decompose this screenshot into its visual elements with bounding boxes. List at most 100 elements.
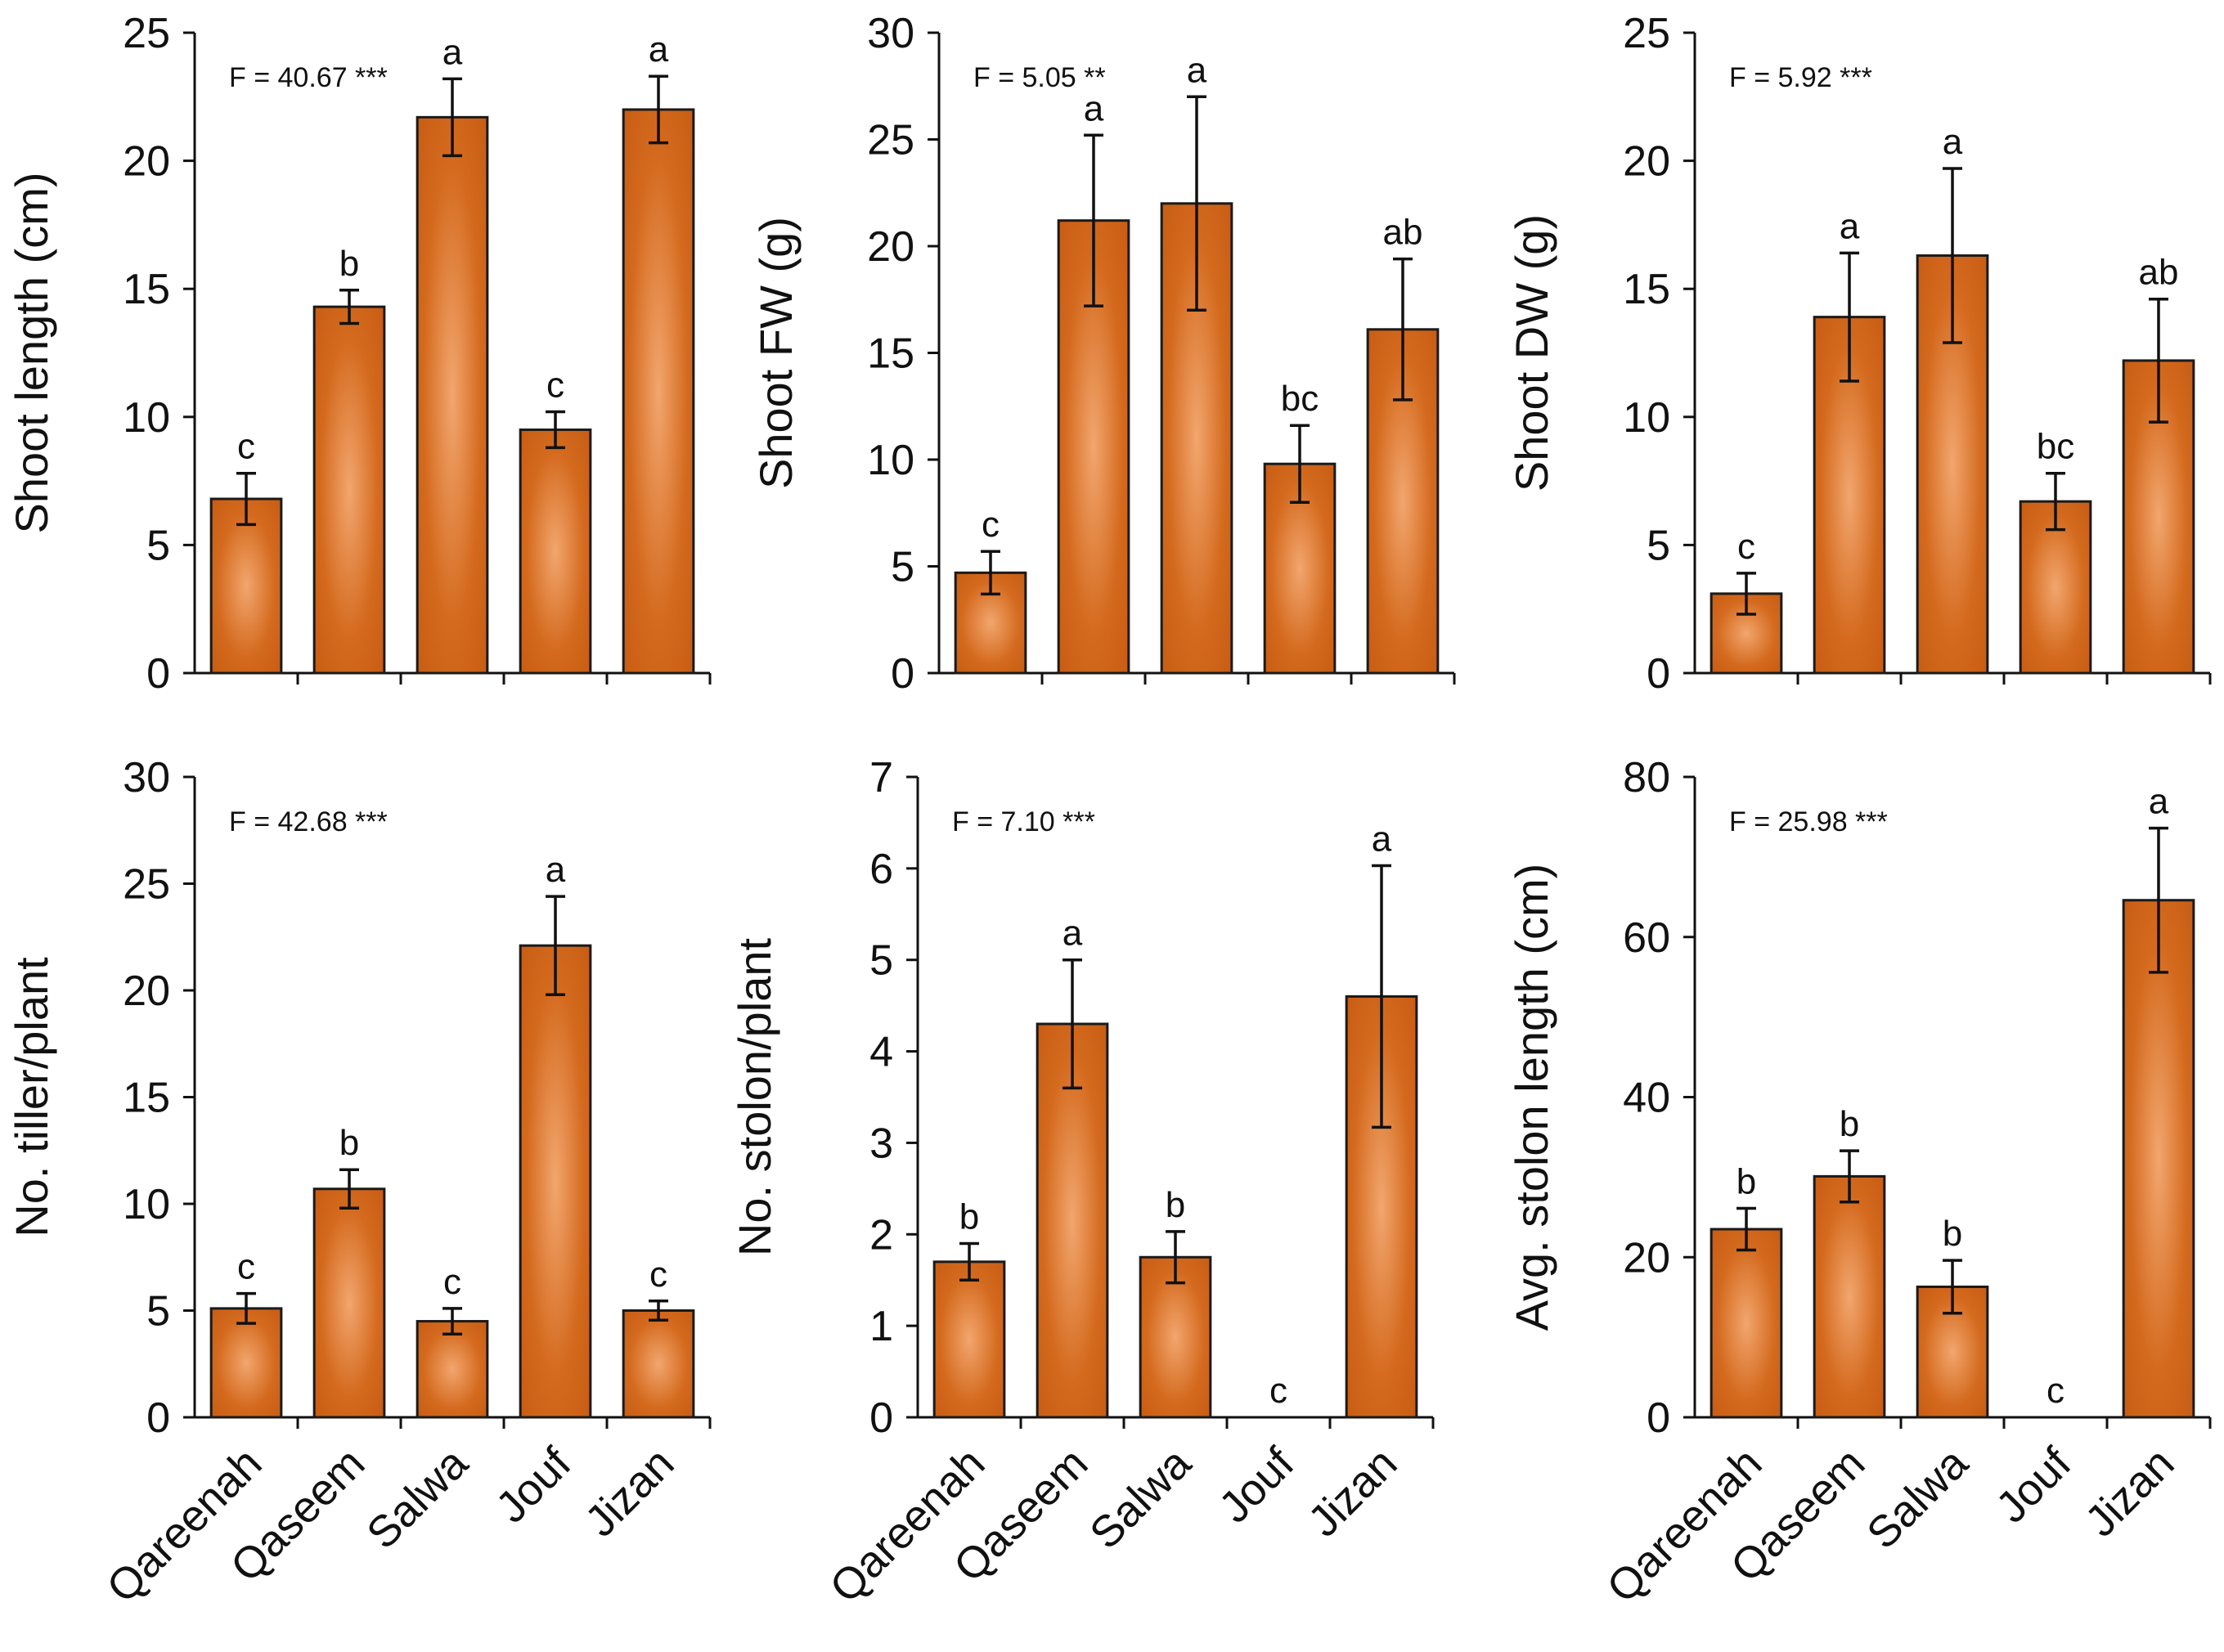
bar-jouf bbox=[519, 428, 592, 675]
y-tick-label: 25 bbox=[123, 861, 170, 909]
significance-letter-salwa: b bbox=[1166, 1185, 1185, 1225]
y-axis-label: Avg. stolon length (cm) bbox=[1506, 864, 1557, 1331]
bar-qaseem bbox=[312, 1187, 386, 1419]
panel-top-right: 0 5 10 15 20 25 Shoot DW (g) F = 5.92 *** c a a bc a… bbox=[1506, 10, 2212, 698]
significance-letter-qareenah: c bbox=[237, 427, 255, 467]
f-statistic: F = 40.67 *** bbox=[229, 62, 388, 93]
y-tick-label: 0 bbox=[1647, 1394, 1670, 1442]
bar-salwa bbox=[416, 1320, 489, 1419]
y-tick-label: 0 bbox=[146, 1394, 170, 1442]
significance-letter-jizan: a bbox=[649, 29, 669, 70]
significance-letter-jizan: a bbox=[1372, 819, 1392, 860]
y-tick-label: 6 bbox=[869, 846, 893, 893]
y-tick-label: 20 bbox=[1623, 1234, 1670, 1282]
bar-qaseem bbox=[312, 305, 386, 675]
y-tick-label: 0 bbox=[146, 650, 170, 698]
bar-jizan bbox=[622, 1309, 695, 1419]
significance-letter-qareenah: c bbox=[982, 505, 1000, 545]
significance-letter-qareenah: c bbox=[237, 1247, 255, 1287]
y-tick-label: 5 bbox=[1647, 522, 1670, 569]
y-tick-label: 80 bbox=[1623, 754, 1670, 801]
significance-letter-salwa: a bbox=[1187, 50, 1207, 90]
y-tick-label: 5 bbox=[891, 544, 914, 591]
y-tick-label: 25 bbox=[1623, 10, 1670, 57]
significance-letter-jouf: bc bbox=[1281, 379, 1319, 419]
y-axis-label: Shoot length (cm) bbox=[6, 173, 57, 534]
y-axis-label: No. tiller/plant bbox=[6, 957, 57, 1237]
y-tick-label: 0 bbox=[869, 1394, 893, 1442]
significance-letter-salwa: b bbox=[1943, 1214, 1962, 1254]
significance-letter-jizan: c bbox=[649, 1255, 667, 1295]
significance-letter-qareenah: c bbox=[1737, 527, 1755, 567]
significance-letter-salwa: a bbox=[443, 32, 463, 72]
significance-letter-jouf: bc bbox=[2037, 427, 2074, 467]
significance-letter-qaseem: a bbox=[1084, 88, 1104, 128]
significance-letter-qaseem: b bbox=[339, 1123, 359, 1163]
y-tick-label: 10 bbox=[867, 437, 914, 484]
y-tick-label: 4 bbox=[869, 1029, 893, 1076]
y-tick-label: 15 bbox=[867, 330, 914, 378]
significance-letter-salwa: a bbox=[1943, 122, 1963, 162]
y-tick-label: 15 bbox=[123, 1075, 170, 1122]
bar-qareenah bbox=[209, 1307, 283, 1419]
y-tick-label: 15 bbox=[1623, 266, 1670, 313]
y-tick-label: 5 bbox=[146, 1288, 170, 1336]
bar-salwa bbox=[416, 115, 489, 675]
significance-letter-qaseem: a bbox=[1840, 206, 1860, 246]
significance-letter-jizan: ab bbox=[2139, 253, 2179, 293]
bar-jizan bbox=[2122, 899, 2195, 1419]
significance-letter-jouf: c bbox=[2047, 1371, 2065, 1411]
bar-jouf bbox=[519, 944, 592, 1419]
y-tick-label: 15 bbox=[123, 266, 170, 313]
bar-qaseem bbox=[1813, 1174, 1886, 1419]
y-axis-label: No. stolon/plant bbox=[729, 938, 780, 1257]
y-tick-label: 20 bbox=[1623, 138, 1670, 186]
bar-qareenah bbox=[209, 497, 283, 675]
significance-letter-jouf: c bbox=[546, 366, 564, 406]
y-tick-label: 20 bbox=[123, 138, 170, 186]
bar-jizan bbox=[2122, 359, 2195, 675]
f-statistic: F = 42.68 *** bbox=[229, 806, 388, 837]
y-tick-label: 0 bbox=[891, 650, 914, 698]
f-statistic: F = 25.98 *** bbox=[1729, 806, 1888, 837]
y-tick-label: 30 bbox=[123, 754, 170, 801]
y-tick-label: 1 bbox=[869, 1303, 893, 1350]
panel-top-left: 0 5 10 15 20 25 Shoot length (cm) F = 40.67 ***… bbox=[6, 10, 712, 698]
f-statistic: F = 7.10 *** bbox=[952, 806, 1095, 837]
bar-jouf bbox=[2019, 500, 2092, 675]
y-tick-label: 0 bbox=[1647, 650, 1670, 698]
f-statistic: F = 5.05 ** bbox=[973, 62, 1106, 93]
f-statistic: F = 5.92 *** bbox=[1729, 62, 1872, 93]
y-tick-label: 25 bbox=[867, 117, 914, 164]
y-tick-label: 5 bbox=[146, 522, 170, 569]
y-axis-label: Shoot DW (g) bbox=[1506, 214, 1557, 492]
bar-qareenah bbox=[1710, 1228, 1783, 1419]
bar-jizan bbox=[622, 108, 695, 675]
y-tick-label: 60 bbox=[1623, 914, 1670, 962]
y-tick-label: 10 bbox=[123, 394, 170, 442]
y-axis-label: Shoot FW (g) bbox=[750, 217, 802, 489]
y-tick-label: 3 bbox=[869, 1120, 893, 1167]
panel-top-middle: 0 5 10 15 20 25 30 Shoot FW (g) F = 5.05 ** c a a bc… bbox=[750, 10, 1456, 698]
y-tick-label: 25 bbox=[123, 10, 170, 57]
significance-letter-jouf: c bbox=[1269, 1371, 1287, 1411]
significance-letter-qaseem: b bbox=[339, 244, 359, 284]
y-tick-label: 5 bbox=[869, 937, 893, 985]
significance-letter-jizan: ab bbox=[1383, 213, 1423, 253]
significance-letter-salwa: c bbox=[443, 1262, 461, 1302]
y-tick-label: 2 bbox=[869, 1211, 893, 1259]
y-tick-label: 10 bbox=[1623, 394, 1670, 442]
significance-letter-qareenah: b bbox=[959, 1196, 979, 1237]
y-tick-label: 20 bbox=[867, 223, 914, 271]
significance-letter-qareenah: b bbox=[1737, 1162, 1756, 1202]
y-tick-label: 40 bbox=[1623, 1075, 1670, 1122]
y-tick-label: 20 bbox=[123, 967, 170, 1015]
significance-letter-jizan: a bbox=[2149, 782, 2169, 822]
significance-letter-jouf: a bbox=[546, 850, 566, 890]
y-tick-label: 10 bbox=[123, 1181, 170, 1228]
y-tick-label: 30 bbox=[867, 10, 914, 57]
significance-letter-qaseem: a bbox=[1063, 914, 1083, 954]
bar-qareenah bbox=[932, 1260, 1006, 1419]
